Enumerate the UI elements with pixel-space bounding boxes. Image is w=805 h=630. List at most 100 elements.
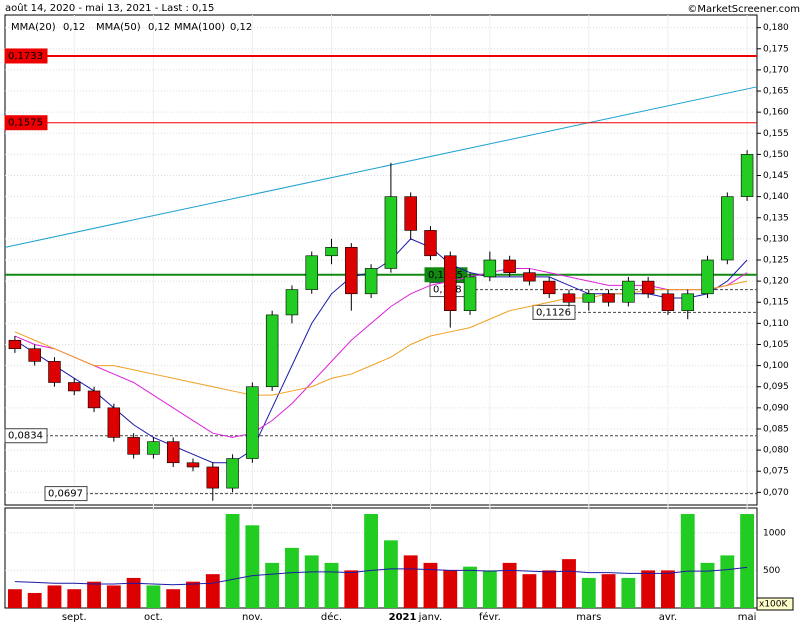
- volume-bar: [87, 581, 101, 608]
- level-label: 0,1733: [8, 51, 43, 62]
- y-tick-label: 0,080: [763, 446, 789, 456]
- legend-value: 0,12: [63, 22, 85, 33]
- volume-bar: [27, 592, 42, 608]
- candle-body: [444, 255, 457, 311]
- y-tick-label: 0,135: [763, 213, 789, 223]
- volume-bar: [542, 570, 557, 608]
- x-tick-label: mai: [738, 612, 757, 623]
- volume-bar: [601, 574, 616, 608]
- year-label: 2021: [389, 612, 417, 623]
- y-tick-label: 0,085: [763, 424, 789, 434]
- candle-body: [345, 247, 358, 295]
- x-tick-label: sept.: [62, 612, 87, 623]
- y-tick-label: 0,110: [763, 319, 789, 329]
- volume-bar: [403, 555, 418, 608]
- candle-body: [28, 348, 41, 362]
- x-tick-label: févr.: [479, 611, 501, 623]
- y-tick-label: 0,165: [763, 87, 789, 97]
- trendline: [4, 86, 758, 248]
- level-label: 0,1126: [536, 307, 571, 318]
- y-tick-label: 0,145: [763, 171, 789, 181]
- volume-bar: [7, 589, 22, 608]
- candle-body: [463, 276, 477, 311]
- candle-body: [404, 196, 417, 231]
- candle-body: [681, 293, 694, 311]
- candle-body: [503, 259, 516, 273]
- volume-bar: [166, 589, 181, 608]
- volume-bar: [720, 555, 735, 608]
- legend-name: MMA(20): [11, 22, 56, 33]
- candle-body: [582, 293, 596, 303]
- y-tick-label: 0,140: [763, 192, 789, 202]
- moving-average: [14, 280, 748, 396]
- x-tick-label: janv.: [418, 612, 443, 623]
- candle-body: [68, 382, 81, 392]
- level-label-box: [4, 115, 48, 131]
- y-tick-label: 0,120: [763, 277, 789, 287]
- unit-box: [756, 597, 794, 611]
- candle-body: [384, 196, 398, 269]
- moving-average: [14, 238, 748, 464]
- volume-bar: [700, 562, 715, 608]
- x-tick-label: déc.: [321, 611, 342, 623]
- candle-body: [285, 289, 299, 316]
- level-label-box: [4, 428, 48, 444]
- candle-body: [87, 390, 101, 409]
- candle-body: [364, 268, 378, 295]
- volume-bar: [641, 570, 656, 608]
- candle-body: [206, 466, 220, 489]
- volume-bar: [205, 574, 220, 608]
- candle-body: [483, 259, 497, 278]
- volume-bar: [463, 566, 477, 608]
- y-tick-label: 0,075: [763, 467, 789, 477]
- level-label: 0,1575: [8, 118, 43, 129]
- volume-bar: [324, 562, 339, 608]
- volume-bar: [680, 514, 695, 608]
- candle-body: [523, 272, 536, 282]
- candle-body: [265, 314, 279, 388]
- y-tick-label: 0,100: [763, 361, 789, 371]
- source: ©MarketScreener.com: [687, 4, 800, 15]
- volume-bar: [245, 525, 260, 608]
- volume-bar: [225, 514, 240, 608]
- legend-name: MMA(50): [96, 22, 141, 33]
- volume-bar: [562, 559, 576, 608]
- x-tick-label: nov.: [242, 612, 263, 623]
- level-label: 0,0697: [48, 489, 83, 500]
- candle-body: [48, 361, 61, 383]
- candle-body: [602, 293, 615, 303]
- level-label-box: [532, 304, 576, 320]
- level-label-box: [44, 486, 88, 502]
- volume-bar: [285, 547, 299, 608]
- y-tick-label: 0,090: [763, 403, 789, 413]
- y-tick-label: 0,070: [763, 488, 789, 498]
- candle-body: [641, 280, 655, 295]
- y-tick-label: 0,150: [763, 150, 789, 160]
- y-tick-label: 0,155: [763, 129, 789, 139]
- y-tick-label: 500: [763, 566, 780, 576]
- candle-body: [107, 407, 121, 438]
- legend-value: 0,12: [230, 22, 252, 33]
- x-tick-label: avr.: [659, 612, 677, 623]
- candle-body: [127, 437, 140, 455]
- y-tick-label: 0,105: [763, 340, 789, 350]
- candle-body: [740, 154, 754, 197]
- candle-body: [562, 293, 576, 303]
- volume-bar: [106, 585, 121, 608]
- volume-bar: [146, 585, 161, 608]
- y-tick-label: 0,125: [763, 256, 789, 266]
- volume-bar: [304, 555, 319, 608]
- volume-bar: [126, 577, 141, 608]
- volume-bar: [502, 562, 517, 608]
- volume-bar: [344, 570, 359, 608]
- level-label-box: [4, 48, 48, 64]
- y-tick-label: 0,115: [763, 298, 789, 308]
- chart-title: août 14, 2020 - mai 13, 2021 - Last : 0,…: [5, 2, 214, 14]
- candle-body: [622, 280, 635, 303]
- y-tick-label: 0,175: [763, 44, 789, 54]
- volume-unit: x100K: [759, 600, 789, 610]
- y-tick-label: 0,130: [763, 234, 789, 244]
- volume-bar: [621, 577, 636, 608]
- x-tick-label: oct.: [144, 612, 163, 623]
